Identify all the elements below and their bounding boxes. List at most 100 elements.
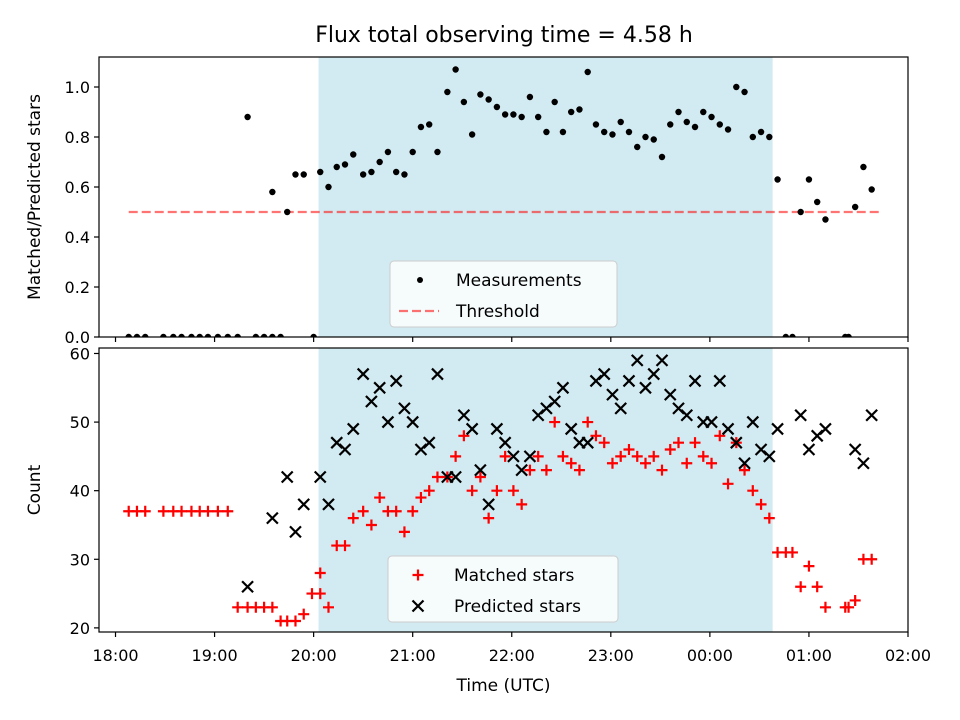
y-tick-label: 0.6	[65, 178, 90, 197]
data-point	[559, 128, 567, 136]
data-point	[782, 333, 790, 337]
data-point	[631, 450, 643, 462]
data-point	[866, 553, 878, 565]
data-point	[592, 121, 600, 128]
data-point	[347, 512, 359, 524]
data-point	[819, 422, 832, 436]
data-point	[196, 333, 203, 337]
data-point	[483, 512, 495, 524]
data-point	[551, 98, 558, 106]
data-point	[857, 456, 870, 470]
data-point	[524, 464, 536, 476]
plot-area	[125, 66, 880, 337]
y-tick-label: 0.8	[65, 128, 90, 147]
data-point	[691, 123, 699, 131]
data-point	[663, 388, 677, 401]
data-point	[498, 436, 512, 449]
data-point	[452, 66, 459, 73]
data-point	[540, 464, 552, 476]
y-tick-label: 40	[70, 482, 90, 501]
data-point	[848, 443, 862, 456]
legend: Measurements Threshold	[389, 260, 618, 328]
data-point	[292, 171, 299, 178]
legend-marker	[412, 569, 424, 581]
data-point	[133, 333, 141, 337]
data-point	[232, 601, 244, 613]
axes-frame	[98, 347, 909, 633]
data-point	[244, 113, 251, 121]
data-point	[741, 88, 748, 96]
y-tick-label: 20	[70, 619, 90, 638]
y-axis-label: Count	[25, 464, 45, 515]
data-point	[681, 457, 693, 469]
data-point	[706, 457, 718, 469]
data-point	[346, 422, 360, 436]
data-point	[266, 601, 278, 613]
data-point	[733, 83, 740, 91]
series-matched-stars	[123, 416, 878, 627]
data-point	[202, 505, 214, 517]
data-point	[406, 415, 419, 429]
data-point	[501, 111, 509, 118]
data-point	[266, 511, 279, 525]
data-point	[634, 143, 641, 151]
data-point	[675, 108, 682, 116]
plot-area	[123, 354, 878, 627]
y-axis-label: Matched/Predicted stars	[25, 94, 45, 300]
data-point	[398, 526, 410, 538]
data-point	[763, 450, 776, 463]
data-point	[222, 505, 234, 517]
data-point	[609, 131, 616, 138]
data-point	[507, 485, 519, 497]
legend-label: Measurements	[456, 271, 582, 291]
data-point	[623, 444, 635, 456]
data-point	[700, 108, 707, 116]
data-point	[139, 505, 151, 517]
legend-label: Threshold	[455, 302, 540, 322]
data-point	[401, 171, 408, 178]
data-point	[648, 450, 660, 462]
data-point	[178, 333, 185, 337]
data-point	[252, 333, 260, 337]
data-point	[584, 68, 591, 76]
data-point	[851, 203, 859, 211]
data-point	[434, 148, 441, 156]
data-point	[241, 580, 254, 594]
data-point	[843, 601, 855, 613]
data-point	[532, 450, 544, 462]
data-point	[739, 464, 751, 476]
data-point	[423, 485, 435, 497]
data-point	[376, 158, 383, 166]
x-tick-label: 22:00	[489, 646, 535, 665]
data-point	[705, 415, 718, 429]
data-point	[747, 485, 759, 497]
data-point	[667, 121, 674, 128]
data-point	[389, 374, 403, 388]
data-point	[474, 471, 486, 483]
legend-label: Predicted stars	[454, 597, 581, 617]
data-point	[639, 381, 652, 395]
data-point	[526, 93, 534, 101]
y-tick-label: 1.0	[65, 78, 90, 97]
data-point	[689, 437, 701, 449]
data-point	[373, 381, 386, 395]
data-point	[422, 436, 436, 449]
data-point	[384, 148, 392, 156]
data-point	[868, 186, 875, 193]
data-point	[450, 450, 462, 462]
data-point	[523, 450, 537, 463]
data-point	[409, 148, 416, 156]
data-point	[625, 128, 633, 136]
data-point	[465, 422, 479, 436]
data-point	[157, 505, 169, 517]
data-point	[789, 333, 796, 337]
data-point	[849, 594, 861, 606]
data-point	[499, 450, 511, 462]
data-point	[510, 111, 517, 118]
x-tick-label: 21:00	[390, 646, 436, 665]
x-tick-label: 23:00	[588, 646, 634, 665]
data-point	[795, 581, 807, 593]
data-point	[549, 416, 561, 428]
data-point	[766, 133, 773, 141]
legend-marker	[411, 599, 425, 613]
